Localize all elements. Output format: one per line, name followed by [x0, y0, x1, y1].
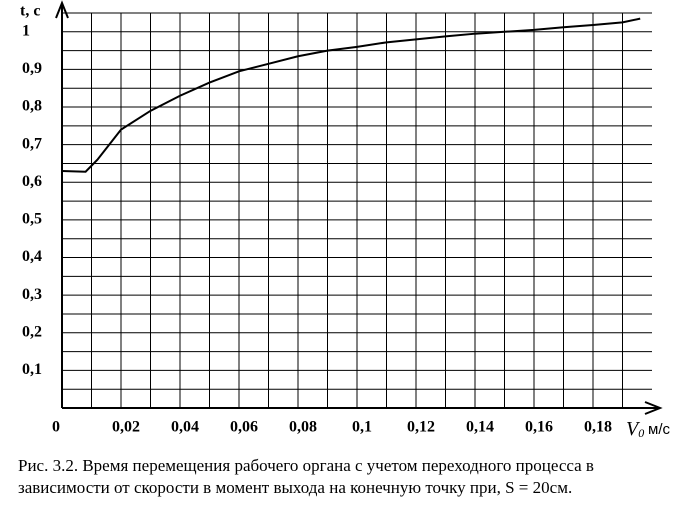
caption-line: зависимости от скорости в момент выхода … — [18, 478, 573, 497]
x-axis-label: V0 — [626, 418, 644, 440]
y-tick-label: 0,4 — [22, 248, 42, 265]
y-tick-label: 0,8 — [22, 98, 42, 115]
y-tick-label: 0,3 — [22, 286, 42, 303]
x-tick-label: 0,12 — [407, 419, 435, 436]
x-tick-label: 0,02 — [112, 419, 140, 436]
y-tick-label: 0,2 — [22, 323, 42, 340]
caption: Рис. 3.2. Время перемещения рабочего орг… — [18, 455, 594, 499]
y-axis-label: t, c — [20, 3, 40, 20]
y-axis-arrow — [55, 0, 69, 19]
x-tick-label: 0 — [52, 419, 60, 436]
line — [61, 17, 641, 173]
y-tick-label: 0,9 — [22, 60, 42, 77]
x-axis-arrow — [644, 401, 663, 415]
caption-line: Рис. 3.2. Время перемещения рабочего орг… — [18, 456, 594, 475]
x-tick-label: 0,06 — [230, 419, 258, 436]
x-tick-label: 0,08 — [289, 419, 317, 436]
chart: t, c 0 0,02 0,04 0,06 0,08 0,1 0,12 0,14 0,16 0,1… — [20, 0, 670, 440]
y-tick-label: 0,1 — [22, 361, 42, 378]
x-axis-label-sub: 0 — [638, 426, 644, 440]
x-tick-label: 0,14 — [466, 419, 494, 436]
x-tick-label: 0,04 — [171, 419, 199, 436]
x-axis-label-v: V — [626, 418, 641, 440]
y-tick-label: 0,6 — [22, 173, 42, 190]
x-tick-label: 0,1 — [352, 419, 372, 436]
x-tick-label: 0,18 — [584, 419, 612, 436]
x-tick-label: 0,16 — [525, 419, 553, 436]
y-tick-label: 0,5 — [22, 211, 42, 228]
x-axis-unit: м/с — [648, 421, 670, 438]
y-tick-label: 1 — [22, 22, 30, 39]
y-tick-label: 0,7 — [22, 135, 42, 152]
